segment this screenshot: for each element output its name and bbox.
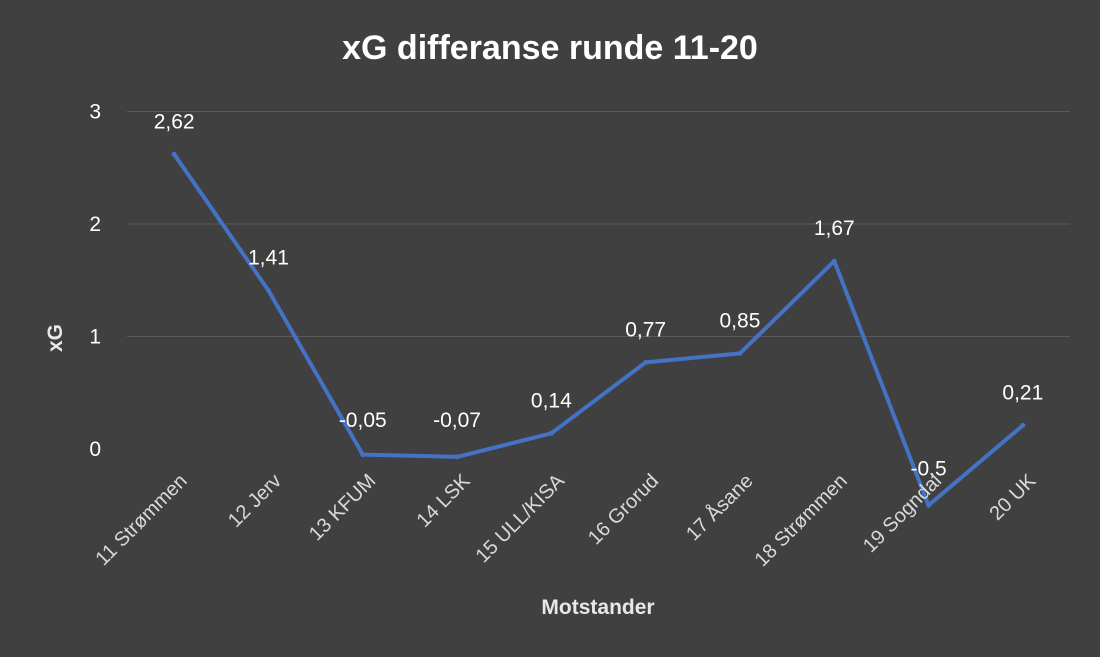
y-tick-label: 3 xyxy=(89,101,101,124)
data-label: -0,5 xyxy=(910,457,946,480)
x-tick-label: 17 Åsane xyxy=(681,469,757,545)
data-point xyxy=(737,350,743,356)
x-tick-label: 13 KFUM xyxy=(305,470,380,545)
data-labels: 2,62 1,41 -0,05 -0,07 0,14 0,77 0,85 1,67 -0,5 0,… xyxy=(154,110,1044,480)
data-point xyxy=(454,454,460,460)
data-label: 0,77 xyxy=(625,318,666,341)
data-point xyxy=(360,452,366,458)
y-axis-title: xG xyxy=(44,324,67,352)
data-point xyxy=(831,258,837,264)
data-point xyxy=(548,430,554,436)
data-label: 0,21 xyxy=(1002,381,1043,404)
gridlines xyxy=(127,111,1070,337)
data-label: 0,14 xyxy=(531,389,572,412)
x-tick-label: 20 UK xyxy=(986,470,1041,525)
data-point xyxy=(171,151,177,157)
x-tick-label: 15 ULL/KISA xyxy=(472,470,570,568)
x-tick-label: 19 Sogndal xyxy=(859,470,946,557)
data-label: 1,67 xyxy=(814,217,855,240)
data-point xyxy=(643,359,649,365)
data-label: 1,41 xyxy=(248,246,289,269)
data-label: -0,07 xyxy=(433,409,481,432)
data-label: 2,62 xyxy=(154,110,195,133)
series-layer xyxy=(171,151,1026,508)
data-point xyxy=(1020,422,1026,428)
y-tick-label: 0 xyxy=(89,438,101,461)
data-point xyxy=(926,502,932,508)
x-tick-label: 12 Jerv xyxy=(224,470,286,532)
y-tick-label: 1 xyxy=(89,326,101,349)
series-line xyxy=(172,152,1025,508)
x-tick-label: 11 Strømmen xyxy=(92,470,192,570)
x-tick-label: 16 Grorud xyxy=(584,470,663,549)
data-label: 0,85 xyxy=(720,309,761,332)
x-tick-label: 14 LSK xyxy=(413,470,475,532)
data-point xyxy=(265,287,271,293)
y-tick-label: 2 xyxy=(89,213,101,236)
x-axis-title: Motstander xyxy=(541,596,654,619)
data-label: -0,05 xyxy=(339,409,387,432)
x-tick-label: 18 Strømmen xyxy=(751,470,852,571)
y-axis-ticks: 0 1 2 3 xyxy=(89,101,101,462)
chart-title: xG differanse runde 11-20 xyxy=(342,29,758,67)
